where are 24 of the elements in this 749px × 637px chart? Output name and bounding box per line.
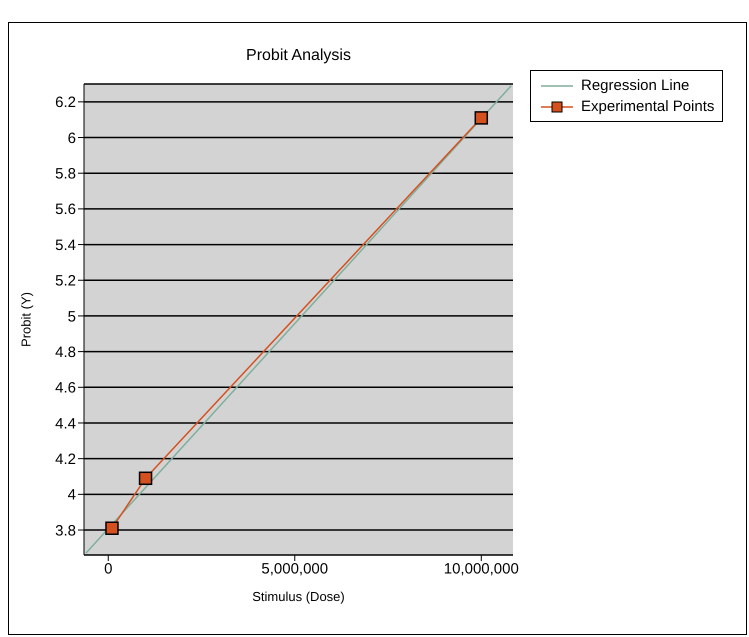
y-tick-label: 4.4 [55, 415, 76, 432]
y-axis-title: Probit (Y) [18, 292, 34, 347]
y-tick-label: 3.8 [55, 522, 76, 540]
y-tick-label: 5.4 [55, 236, 76, 254]
y-tick-label: 5.8 [55, 166, 76, 183]
y-tick-label: 5.2 [55, 272, 76, 290]
legend-label: Regression Line [581, 77, 690, 94]
y-tick-label: 4.8 [55, 344, 76, 361]
y-tick-label: 4 [68, 486, 76, 504]
y-tick-label: 5.6 [55, 201, 76, 218]
point [138, 472, 152, 486]
x-tick-label: 10,000,000 [444, 560, 519, 578]
y-tick-label: 4.6 [55, 380, 76, 397]
chart-title: Probit Analysis [245, 47, 352, 65]
point [474, 111, 488, 125]
legend-label: Experimental Points [581, 98, 714, 115]
x-tick-label: 5,000,000 [261, 560, 328, 578]
x-tick-label: 0 [104, 560, 112, 578]
y-tick-label: 6 [68, 130, 76, 147]
y-tick-label: 4.2 [55, 450, 76, 468]
point [105, 521, 119, 535]
x-axis-title: Stimulus (Dose) [252, 589, 345, 604]
y-tick-label: 5 [68, 308, 76, 326]
y-tick-label: 6.2 [55, 94, 76, 112]
